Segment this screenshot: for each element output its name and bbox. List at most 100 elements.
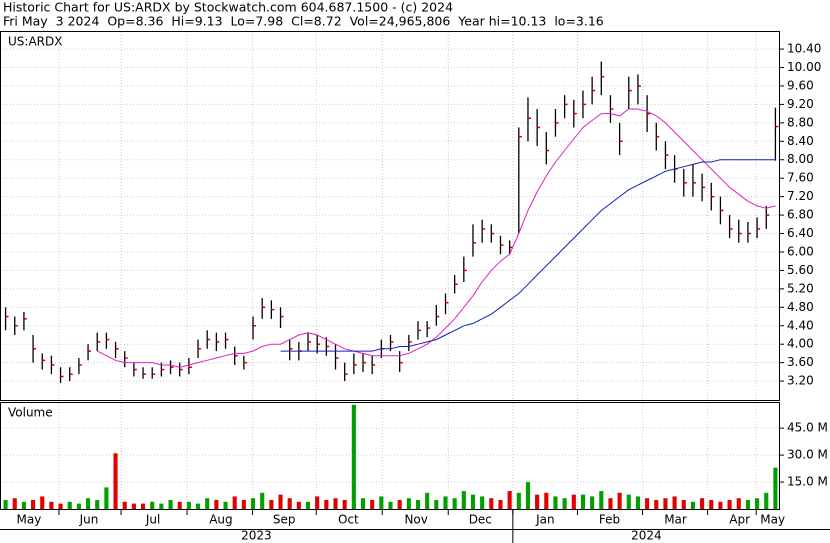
y-tick-label: 8.00 (787, 152, 814, 166)
volume-bar (333, 498, 338, 509)
volume-bar (324, 500, 329, 509)
volume-bar (140, 503, 146, 509)
volume-bar (342, 500, 347, 509)
volume-bar (131, 503, 136, 509)
volume-bar (104, 487, 109, 509)
volume-bar (626, 494, 631, 509)
volume-bar (544, 492, 549, 509)
volume-bar (122, 501, 127, 509)
chart-title: Historic Chart for US:ARDX by Stockwatch… (3, 0, 453, 15)
volume-bar (278, 494, 283, 509)
volume-bar (480, 496, 485, 509)
volume-bar (580, 494, 586, 509)
moving-average (280, 159, 776, 352)
volume-bar (315, 496, 320, 509)
volume-bar (168, 500, 173, 509)
x-tick-label: Jul (145, 513, 160, 527)
volume-bar (269, 500, 274, 509)
volume-bar (351, 404, 356, 509)
y-tick-label: 8.40 (787, 134, 814, 148)
volume-bar (205, 498, 210, 509)
volume-bar (76, 503, 81, 509)
volume-bar (489, 498, 494, 509)
x-tick-label: Jun (79, 513, 99, 527)
volume-bar (745, 500, 750, 509)
volume-bar (736, 498, 741, 509)
y-tick-label: 6.00 (787, 244, 814, 258)
x-tick-label: Jan (535, 513, 555, 527)
volume-bar (406, 498, 411, 509)
volume-bar (727, 500, 732, 509)
volume-bar (562, 498, 567, 509)
volume-bar (67, 501, 72, 509)
volume-bar (31, 500, 36, 509)
volume-bar (95, 500, 100, 509)
volume-bar (434, 500, 439, 509)
volume-bar (415, 500, 421, 509)
volume-bar (195, 503, 201, 509)
y-tick-label: 15.0 M (787, 475, 828, 489)
volume-bar (113, 453, 118, 509)
volume-bar (461, 491, 466, 509)
volume-bar (296, 501, 301, 509)
x-tick-label: Dec (469, 513, 492, 527)
volume-bar (535, 494, 540, 509)
volume-bar (590, 496, 595, 509)
volume-bar (150, 501, 155, 509)
volume-bar (635, 496, 641, 509)
volume-bar (379, 496, 384, 509)
volume-bar (370, 500, 375, 509)
y-tick-label: 3.20 (787, 374, 814, 388)
y-tick-label: 3.60 (787, 355, 814, 369)
volume-bar (223, 501, 228, 509)
volume-bar (12, 498, 17, 509)
volume-bar (452, 498, 457, 509)
volume-bar (3, 500, 8, 509)
y-tick-label: 5.20 (787, 281, 814, 295)
x-tick-label: May (760, 513, 785, 527)
y-tick-label: 6.80 (787, 208, 814, 222)
y-tick-label: 4.40 (787, 318, 814, 332)
volume-bar (672, 496, 677, 509)
x-tick-label: Apr (729, 513, 750, 527)
volume-bar (663, 498, 668, 509)
volume-bar (21, 501, 26, 509)
volume-bar (553, 496, 558, 509)
volume-bar (232, 496, 237, 509)
volume-bar (388, 501, 393, 509)
symbol: US:ARDX (8, 35, 62, 49)
moving-average (96, 108, 776, 368)
volume-bar (58, 503, 63, 509)
volume-bar (49, 501, 54, 509)
volume-bar (617, 492, 622, 509)
y-tick-label: 9.20 (787, 97, 814, 111)
x-tick-label: Mar (664, 513, 687, 527)
volume-bar (571, 494, 576, 509)
volume-bar (86, 498, 91, 509)
volume-bar (690, 501, 695, 509)
y-tick-label: 8.80 (787, 115, 814, 129)
x-tick-label: Sep (273, 513, 296, 527)
y-tick-label: 30.0 M (787, 448, 828, 462)
volume-bar (250, 498, 256, 509)
volume-bar (718, 501, 723, 509)
y-tick-label: 7.20 (787, 189, 814, 203)
volume-bar (681, 500, 686, 509)
volume-bar (425, 492, 430, 509)
volume-bar (755, 498, 760, 509)
x-tick-label: May (17, 513, 42, 527)
y-tick-label: 10.40 (787, 42, 821, 56)
x-tick-label: Aug (209, 513, 232, 527)
y-tick-label: 45.0 M (787, 421, 828, 435)
volume-bar (773, 467, 778, 509)
volume-bar (159, 503, 164, 509)
volume-bar (470, 494, 476, 509)
volume-bar (507, 491, 512, 509)
year-label: 2023 (241, 529, 272, 543)
y-tick-label: 10.00 (787, 60, 821, 74)
volume-bar (186, 501, 191, 509)
y-tick-label: 5.60 (787, 263, 814, 277)
volume-bar (700, 498, 705, 509)
summary: Fri May 3 2024 Op=8.36 Hi=9.13 Lo=7.98 C… (3, 14, 604, 29)
